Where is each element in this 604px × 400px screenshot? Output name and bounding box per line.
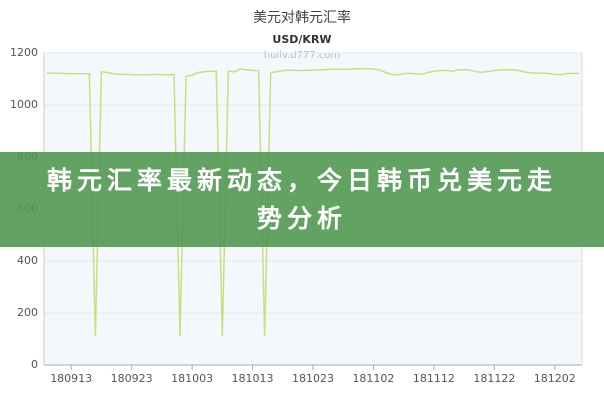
banner-title: 韩元汇率最新动态，今日韩币兑美元走势分析 [46,165,557,233]
x-tick-label: 181102 [352,372,394,385]
x-tick-label: 181023 [292,372,334,385]
chart-title: 美元对韩元汇率 [253,9,351,26]
banner: 韩元汇率最新动态，今日韩币兑美元走势分析 [0,152,604,247]
chart-subtitle: USD/KRW [272,33,331,46]
y-tick-label: 1000 [10,98,38,111]
watermark: huilv.d777.com [264,50,341,61]
x-tick-label: 181112 [413,372,455,385]
x-tick-label: 181202 [534,372,576,385]
x-tick-label: 180913 [50,372,92,385]
x-tick-label: 180923 [111,372,153,385]
y-tick-label: 400 [17,254,38,267]
y-tick-label: 1200 [10,46,38,59]
y-tick-label: 200 [17,306,38,319]
line [46,67,580,337]
x-tick-label: 181122 [473,372,515,385]
x-tick-label: 181013 [232,372,274,385]
x-tick-label: 181003 [171,372,213,385]
y-tick-label: 0 [31,358,38,371]
